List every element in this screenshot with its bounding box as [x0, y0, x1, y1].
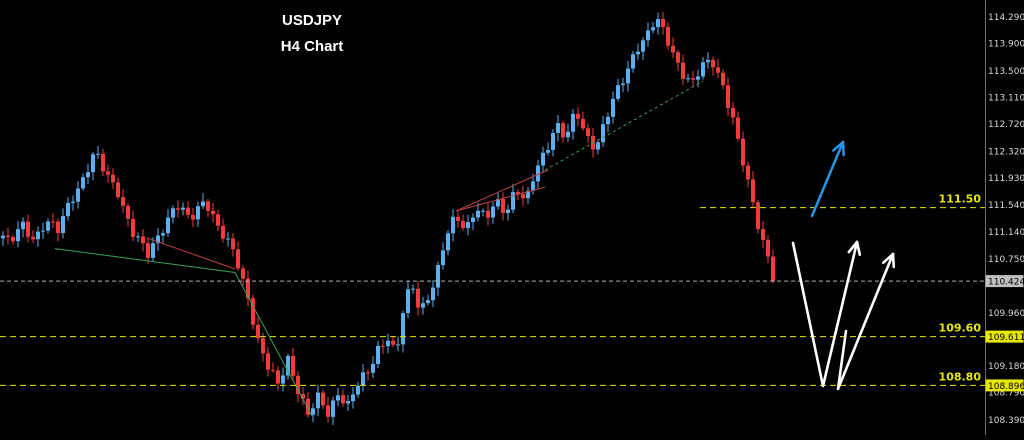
- axis-price-label: 111.140: [988, 228, 1024, 238]
- axis-price-label: 108.790: [988, 389, 1024, 399]
- level-price-badge-text: 108.896: [988, 382, 1024, 392]
- trendline-red-wedge-lower[interactable]: [455, 186, 546, 212]
- trendline-zigzag-down-left[interactable]: [54, 248, 313, 417]
- trendline-zigzag-up-dotted[interactable]: [544, 80, 704, 171]
- current-price-badge-text: 110.424: [988, 278, 1024, 288]
- axis-price-label: 113.500: [988, 67, 1024, 77]
- axis-price-label: 110.750: [988, 255, 1024, 265]
- axis-price-label: 108.390: [988, 416, 1024, 426]
- axis-price-label: 114.290: [988, 13, 1024, 23]
- level-label: 109.60: [939, 322, 982, 335]
- axis-price-label: 113.900: [988, 40, 1024, 50]
- axis-price-label: 109.960: [988, 309, 1024, 319]
- axis-price-label: 112.320: [988, 148, 1024, 158]
- trendline-red-wedge-upper[interactable]: [455, 169, 549, 212]
- trendline-red-segment-left[interactable]: [147, 237, 236, 270]
- axis-price-label: 112.720: [988, 120, 1024, 130]
- chart-title: USDJPY H4 Chart: [242, 8, 382, 60]
- axis-price-label: 111.930: [988, 174, 1024, 184]
- level-price-badge: [985, 330, 1024, 343]
- level-label: 108.80: [939, 370, 982, 383]
- symbol-title: USDJPY: [281, 12, 343, 29]
- level-price-badge: [985, 379, 1024, 392]
- axis-price-label: 113.110: [988, 94, 1024, 104]
- timeframe-title: H4 Chart: [280, 38, 344, 55]
- axis-price-label: 109.180: [988, 362, 1024, 372]
- white-up-arrow[interactable]: [836, 252, 896, 391]
- level-price-badge-text: 109.611: [988, 333, 1024, 343]
- white-v-arrow[interactable]: [791, 240, 862, 388]
- current-price-badge: [985, 275, 1024, 288]
- axis-price-label: 111.540: [988, 201, 1024, 211]
- level-label: 111.50: [939, 193, 982, 206]
- blue-up-arrow[interactable]: [810, 140, 845, 218]
